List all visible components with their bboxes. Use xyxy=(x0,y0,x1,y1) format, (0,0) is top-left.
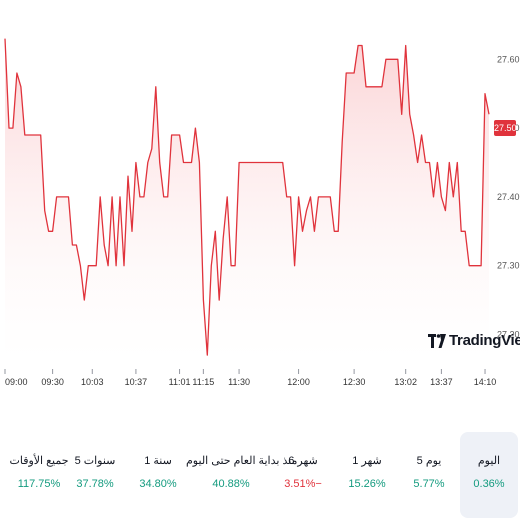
period-value: 3.51%− xyxy=(284,478,322,490)
x-tick-label: 11:30 xyxy=(228,377,250,387)
y-tick-label: 27.40 xyxy=(497,192,520,202)
period-label: 5 يوم xyxy=(416,455,442,467)
x-tick-label: 12:00 xyxy=(287,377,310,387)
period-5-days[interactable]: 5 يوم 5.77% xyxy=(398,432,460,518)
period-value: 0.36% xyxy=(473,478,505,490)
price-area-fill xyxy=(5,38,489,362)
period-label: اليوم xyxy=(477,455,501,467)
last-price-badge: 27.50 xyxy=(494,120,517,137)
x-tick-label: 10:03 xyxy=(81,377,104,387)
period-value: 117.75% xyxy=(17,478,61,490)
period-5-years[interactable]: 5 سنوات 37.78% xyxy=(64,432,126,518)
period-label: 6 شهر xyxy=(288,455,318,467)
x-tick-label: 09:30 xyxy=(41,377,64,387)
x-axis: 09:00 09:30 10:03 10:37 11:01 11:15 11:30 12:00… xyxy=(4,369,497,387)
x-tick-label: 13:37 xyxy=(430,377,453,387)
period-1-year[interactable]: 1 سنة 34.80% xyxy=(127,432,189,518)
x-tick-label: 11:15 xyxy=(192,377,214,387)
tradingview-logo-icon xyxy=(428,333,446,348)
performance-periods: جميع الأوقات 117.75% 5 سنوات 37.78% 1 سن… xyxy=(0,432,520,518)
tradingview-logo-text: TradingView xyxy=(449,332,520,349)
period-value: 15.26% xyxy=(348,478,386,490)
x-tick-label: 12:30 xyxy=(343,377,366,387)
y-tick-label: 27.30 xyxy=(497,261,520,271)
x-tick-label: 09:00 xyxy=(5,377,28,387)
period-label: جميع الأوقات xyxy=(9,455,69,467)
y-tick-label: 27.20 xyxy=(497,329,520,339)
y-tick-label: 27.60 xyxy=(497,54,520,64)
period-value: 34.80% xyxy=(139,478,177,490)
chart-canvas[interactable]: 27.60 27.50 27.40 27.30 27.20 09:00 09:30 10:0… xyxy=(0,0,520,395)
y-axis: 27.60 27.50 27.40 27.30 27.20 xyxy=(497,54,520,339)
x-tick-label: 13:02 xyxy=(394,377,417,387)
period-ytd[interactable]: منذ بداية العام حتى اليوم 40.88% xyxy=(186,432,298,518)
period-6-months[interactable]: 6 شهر 3.51%− xyxy=(272,432,334,518)
period-label: منذ بداية العام حتى اليوم xyxy=(186,455,298,467)
period-label: 1 شهر xyxy=(352,455,382,467)
period-label: 1 سنة xyxy=(144,455,172,467)
period-all-time[interactable]: جميع الأوقات 117.75% xyxy=(8,432,70,518)
period-1-month[interactable]: 1 شهر 15.26% xyxy=(336,432,398,518)
period-value: 5.77% xyxy=(413,478,445,490)
x-tick-label: 14:10 xyxy=(474,377,497,387)
tradingview-logo[interactable]: TradingView xyxy=(428,332,520,349)
price-chart[interactable]: 27.60 27.50 27.40 27.30 27.20 09:00 09:30 10:0… xyxy=(0,0,520,395)
period-value: 40.88% xyxy=(212,478,250,490)
x-tick-label: 10:37 xyxy=(125,377,148,387)
period-label: 5 سنوات xyxy=(74,455,116,467)
period-value: 37.78% xyxy=(76,478,114,490)
price-line xyxy=(4,38,490,356)
x-tick-label: 11:01 xyxy=(169,377,191,387)
period-today[interactable]: اليوم 0.36% xyxy=(460,432,518,518)
